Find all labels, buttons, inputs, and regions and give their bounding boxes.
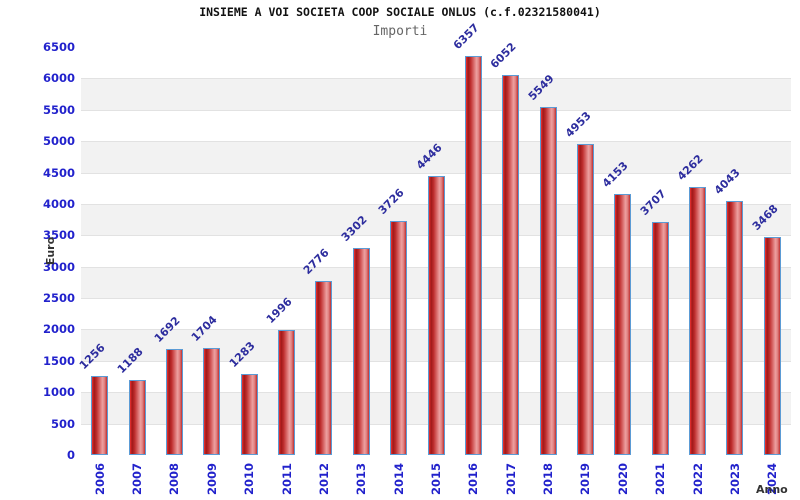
x-tick-label: 2009 xyxy=(204,463,219,496)
y-tick-label: 5000 xyxy=(42,134,75,149)
bar-2019 xyxy=(576,144,594,455)
bar-2014 xyxy=(390,221,408,455)
bar-2018 xyxy=(539,106,557,455)
bar-2017 xyxy=(502,75,520,455)
y-axis-title: Euro xyxy=(44,236,57,266)
bar-2021 xyxy=(651,222,669,455)
chart-subtitle: Importi xyxy=(372,24,428,39)
bar-2009 xyxy=(203,348,221,455)
y-tick-label: 3000 xyxy=(42,259,75,274)
y-tick-label: 1500 xyxy=(42,353,75,368)
y-tick-label: 6500 xyxy=(42,40,75,54)
x-axis-title: Anno xyxy=(756,483,788,496)
bar-2010 xyxy=(240,374,258,455)
x-tick-label: 2007 xyxy=(130,463,145,496)
y-tick-label: 3500 xyxy=(42,228,75,243)
x-tick-label: 2015 xyxy=(429,463,443,496)
grid-band xyxy=(81,47,791,79)
x-tick-label: 2010 xyxy=(242,463,257,496)
y-tick-label: 5500 xyxy=(42,102,75,117)
x-tick-label: 2014 xyxy=(391,463,406,496)
y-tick-label: 2000 xyxy=(42,322,75,337)
bar-2006 xyxy=(91,376,109,455)
bar-2011 xyxy=(278,329,296,455)
bar-2012 xyxy=(315,280,333,455)
bar-2008 xyxy=(165,348,183,455)
bar-2020 xyxy=(614,194,632,455)
x-tick-label: 2021 xyxy=(653,463,668,496)
y-tick-label: 1000 xyxy=(42,385,75,400)
x-tick-label: 2006 xyxy=(92,463,107,496)
bar-2023 xyxy=(726,201,744,455)
y-tick-label: 4000 xyxy=(42,196,75,211)
x-tick-label: 2017 xyxy=(503,463,518,496)
chart-title: INSIEME A VOI SOCIETA COOP SOCIALE ONLUS… xyxy=(199,5,601,19)
bar-2022 xyxy=(689,187,707,455)
y-tick-label: 6000 xyxy=(42,71,75,86)
y-tick-label: 2500 xyxy=(42,291,75,306)
bar-2007 xyxy=(128,380,146,455)
bar-2024 xyxy=(763,237,781,455)
x-tick-label: 2018 xyxy=(541,463,556,496)
x-tick-label: 2011 xyxy=(279,463,294,496)
y-tick-label: 0 xyxy=(66,448,75,462)
x-tick-label: 2022 xyxy=(690,463,705,496)
x-tick-label: 2013 xyxy=(354,463,369,496)
bar-2016 xyxy=(464,55,482,455)
x-tick-label: 2019 xyxy=(578,463,593,496)
x-tick-label: 2020 xyxy=(615,463,630,496)
x-tick-label: 2012 xyxy=(316,463,331,496)
y-tick-label: 4500 xyxy=(42,165,75,180)
x-tick-label: 2023 xyxy=(727,463,742,496)
bar-2015 xyxy=(427,175,445,455)
grid-band xyxy=(81,78,791,110)
bar-2013 xyxy=(352,247,370,455)
grid-band xyxy=(81,141,791,173)
x-tick-label: 2008 xyxy=(167,463,182,496)
y-tick-label: 500 xyxy=(50,416,75,431)
x-tick-label: 2016 xyxy=(466,463,481,496)
grid-band xyxy=(81,109,791,142)
